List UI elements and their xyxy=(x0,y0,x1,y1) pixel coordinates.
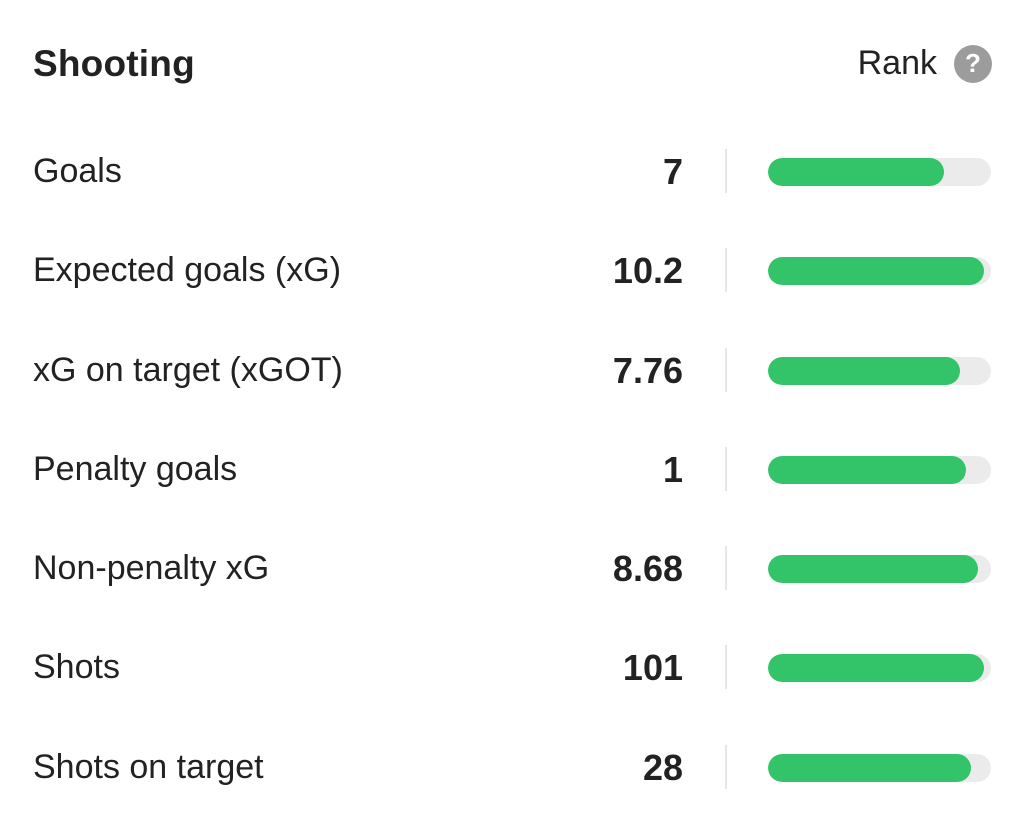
stats-list: Goals 7 Expected goals (xG) 10.2 xG on targe… xyxy=(0,122,1024,817)
stat-value: 7 xyxy=(662,151,683,192)
stat-row: xG on target (xGOT) 7.76 xyxy=(0,321,1024,420)
stat-value: 8.68 xyxy=(612,548,683,590)
help-icon[interactable]: ? xyxy=(954,44,992,83)
row-divider xyxy=(725,248,727,293)
rank-bar-track xyxy=(768,654,991,683)
rank-bar-fill xyxy=(768,455,967,484)
stat-label: xG on target (xGOT) xyxy=(33,350,343,389)
rank-bar-fill xyxy=(768,257,985,286)
rank-bar-fill xyxy=(768,555,978,584)
row-divider xyxy=(725,149,727,193)
stat-label: Penalty goals xyxy=(33,449,238,488)
stat-value: 101 xyxy=(622,647,683,689)
section-header: Shooting Rank ? xyxy=(33,38,992,90)
rank-bar-track xyxy=(768,555,991,584)
rank-bar-fill xyxy=(768,753,971,782)
rank-bar-track xyxy=(768,753,991,782)
stat-label: Goals xyxy=(33,152,122,190)
stat-label: Non-penalty xG xyxy=(33,549,270,588)
stat-value: 7.76 xyxy=(612,349,683,391)
rank-bar-track xyxy=(768,158,991,186)
rank-bar-fill xyxy=(768,356,960,385)
rank-bar-track xyxy=(768,257,991,286)
row-divider xyxy=(725,347,727,392)
row-divider xyxy=(725,645,727,690)
rank-bar-track xyxy=(768,356,991,385)
rank-header: Rank ? xyxy=(858,44,992,83)
section-title: Shooting xyxy=(33,43,195,84)
rank-bar-fill xyxy=(768,158,945,186)
stat-row: Shots 101 xyxy=(0,618,1024,717)
stat-value: 1 xyxy=(662,448,683,490)
row-divider xyxy=(725,546,727,591)
stat-label: Shots on target xyxy=(33,747,264,786)
rank-bar-fill xyxy=(768,654,985,683)
row-divider xyxy=(725,446,727,491)
stat-row: Shots on target 28 xyxy=(0,718,1024,817)
rank-bar-track xyxy=(768,455,991,484)
stat-row: Non-penalty xG 8.68 xyxy=(0,519,1024,618)
rank-label: Rank xyxy=(857,44,937,82)
stat-row: Penalty goals 1 xyxy=(0,420,1024,519)
stat-label: Shots xyxy=(33,648,120,687)
stat-label: Expected goals (xG) xyxy=(33,251,342,290)
stat-row: Goals 7 xyxy=(0,122,1024,221)
stat-value: 10.2 xyxy=(612,250,683,292)
stat-row: Expected goals (xG) 10.2 xyxy=(0,221,1024,320)
row-divider xyxy=(725,744,727,789)
stat-value: 28 xyxy=(642,746,683,788)
